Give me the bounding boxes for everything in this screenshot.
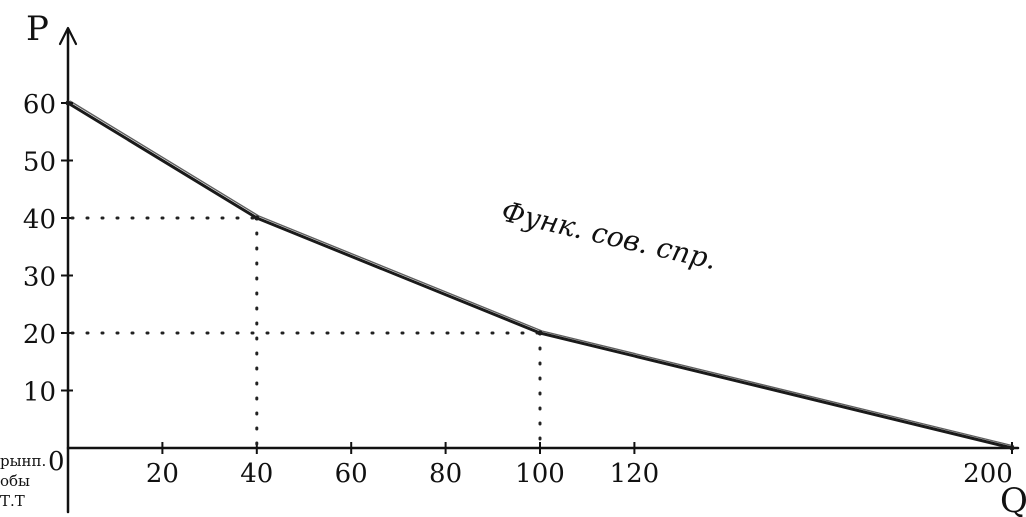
origin-label: 0 xyxy=(48,447,65,477)
y-tick-label: 10 xyxy=(23,378,56,408)
x-tick-label: 200 xyxy=(963,459,1013,489)
y-tick-label: 50 xyxy=(23,148,56,178)
series-point xyxy=(65,100,71,106)
edge-note: рынп. обы Т.Т xyxy=(0,452,46,510)
series-point xyxy=(254,215,260,221)
edge-note-line: Т.Т xyxy=(0,492,25,510)
y-axis-arrow-icon xyxy=(58,26,78,46)
series-line-stroke xyxy=(69,100,1015,447)
demand-series xyxy=(65,100,1015,451)
x-tick-label: 60 xyxy=(335,459,368,489)
guide-lines xyxy=(70,216,542,450)
x-tick-label: 120 xyxy=(610,459,660,489)
chart-annotation: Функ. сов. спр. xyxy=(498,195,719,277)
series-line xyxy=(66,101,1014,450)
y-axis-label: P xyxy=(26,9,49,49)
x-tick-label: 100 xyxy=(515,459,565,489)
y-tick-label: 40 xyxy=(23,205,56,235)
x-tick-label: 20 xyxy=(146,459,179,489)
edge-note-line: рынп. xyxy=(0,452,46,470)
axes: P Q 0 xyxy=(26,9,1026,517)
edge-note-line: обы xyxy=(0,472,30,490)
y-tick-label: 20 xyxy=(23,320,56,350)
series-point xyxy=(537,330,543,336)
y-tick-label: 60 xyxy=(23,90,56,120)
x-axis-label: Q xyxy=(1000,481,1026,517)
x-tick-label: 80 xyxy=(429,459,462,489)
y-tick-label: 30 xyxy=(23,263,56,293)
ticks: 20 40 60 80 100 120 200 10 20 30 40 50 60 xyxy=(23,90,1013,489)
series-point xyxy=(1009,445,1015,451)
x-tick-label: 40 xyxy=(240,459,273,489)
